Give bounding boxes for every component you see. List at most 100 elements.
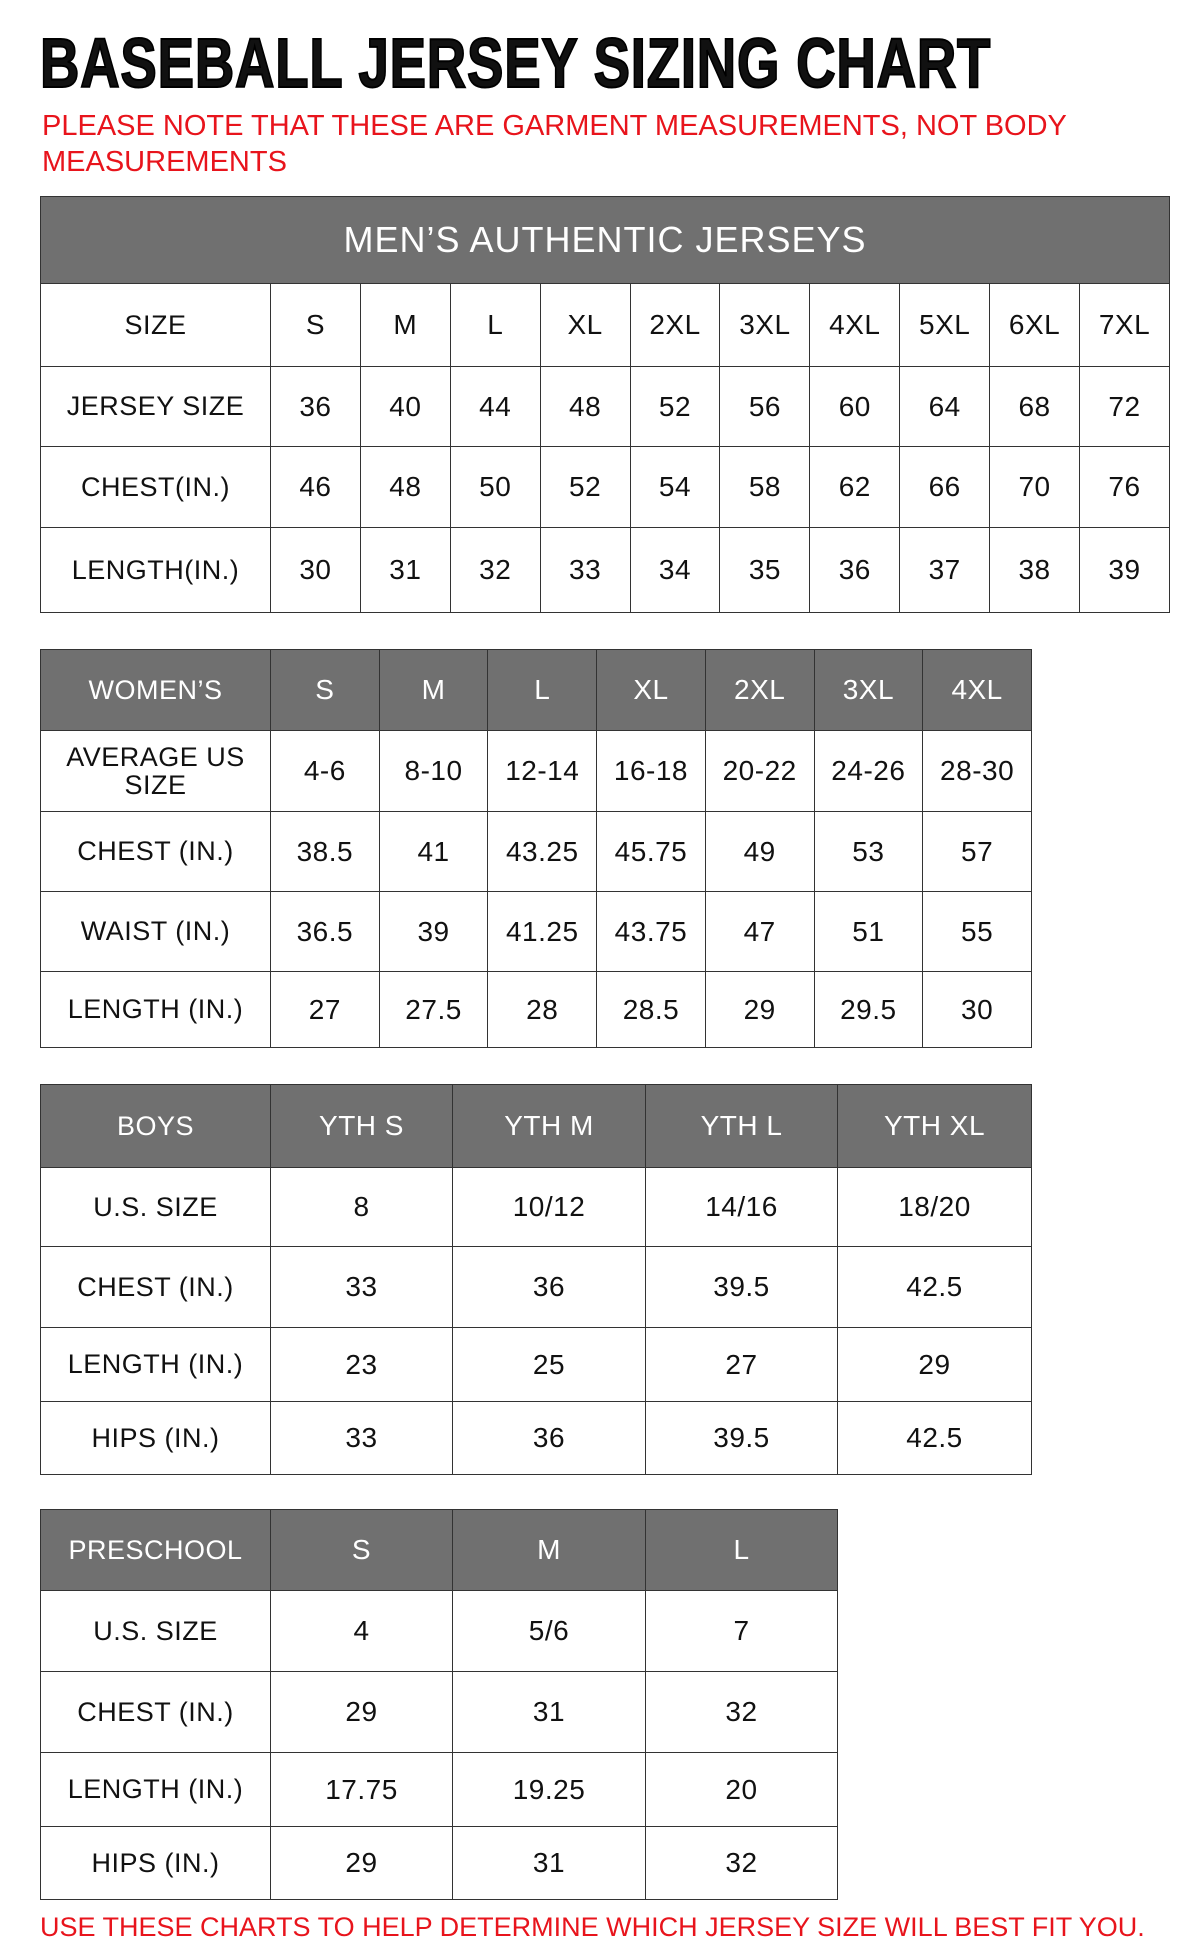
womens-cell: 28-30 <box>922 730 1032 812</box>
womens-column-header: L <box>487 649 598 731</box>
mens-column-header: 3XL <box>719 283 811 367</box>
mens-cell: 52 <box>629 366 721 447</box>
boys-cell: 23 <box>270 1327 453 1402</box>
preschool-size-table: PRESCHOOL S M L U.S. SIZE 4 5/6 7 CHEST (IN.) 29 3… <box>40 1509 838 1900</box>
preschool-row-label: PRESCHOOL <box>40 1509 271 1591</box>
womens-cell: 38.5 <box>270 811 380 892</box>
mens-cell: 33 <box>539 527 631 613</box>
preschool-cell: 20 <box>645 1752 838 1827</box>
preschool-row-label: CHEST (IN.) <box>40 1671 271 1753</box>
womens-cell: 4-6 <box>270 730 380 812</box>
mens-cell: 70 <box>989 446 1081 528</box>
womens-header-row: WOMEN’S S M L XL 2XL 3XL 4XL <box>40 649 1032 731</box>
preschool-cell: 31 <box>452 1826 646 1900</box>
preschool-cell: 31 <box>452 1671 646 1753</box>
boys-row-label: BOYS <box>40 1084 271 1168</box>
womens-cell: 39 <box>378 891 489 972</box>
mens-table-title: MEN’S AUTHENTIC JERSEYS <box>40 196 1170 284</box>
boys-table-row: CHEST (IN.) 33 36 39.5 42.5 <box>40 1246 1032 1328</box>
womens-table-row: LENGTH (IN.) 27 27.5 28 28.5 29 29.5 30 <box>40 971 1032 1048</box>
preschool-cell: 19.25 <box>452 1752 646 1827</box>
mens-size-table: MEN’S AUTHENTIC JERSEYS SIZE S M L XL 2XL 3XL 4… <box>40 196 1170 613</box>
womens-cell: 53 <box>813 811 924 892</box>
boys-column-header: YTH L <box>645 1084 838 1168</box>
preschool-header-row: PRESCHOOL S M L <box>40 1509 838 1591</box>
boys-cell: 27 <box>645 1327 838 1402</box>
boys-table-row: U.S. SIZE 8 10/12 14/16 18/20 <box>40 1167 1032 1247</box>
mens-cell: 30 <box>270 527 361 613</box>
womens-column-header: 4XL <box>922 649 1032 731</box>
mens-cell: 54 <box>629 446 721 528</box>
preschool-cell: 29 <box>270 1826 453 1900</box>
mens-cell: 56 <box>719 366 811 447</box>
boys-cell: 29 <box>837 1327 1032 1402</box>
boys-row-label: U.S. SIZE <box>40 1167 271 1247</box>
mens-cell: 32 <box>449 527 541 613</box>
womens-cell: 29 <box>704 971 815 1048</box>
mens-cell: 36 <box>809 527 901 613</box>
mens-cell: 52 <box>539 446 631 528</box>
preschool-cell: 29 <box>270 1671 453 1753</box>
boys-cell: 42.5 <box>837 1246 1032 1328</box>
mens-table-row: CHEST(IN.) 46 48 50 52 54 58 62 66 70 76 <box>40 446 1170 528</box>
preschool-table-row: LENGTH (IN.) 17.75 19.25 20 <box>40 1752 838 1827</box>
womens-table-row: CHEST (IN.) 38.5 41 43.25 45.75 49 53 57 <box>40 811 1032 892</box>
preschool-row-label: HIPS (IN.) <box>40 1826 271 1900</box>
boys-cell: 33 <box>270 1401 453 1475</box>
mens-table-row: LENGTH(IN.) 30 31 32 33 34 35 36 37 38 39 <box>40 527 1170 613</box>
womens-cell: 49 <box>704 811 815 892</box>
boys-column-header: YTH XL <box>837 1084 1032 1168</box>
womens-cell: 29.5 <box>813 971 924 1048</box>
boys-cell: 39.5 <box>645 1401 838 1475</box>
boys-row-label: LENGTH (IN.) <box>40 1327 271 1402</box>
preschool-cell: 32 <box>645 1671 838 1753</box>
mens-cell: 64 <box>899 366 991 447</box>
mens-cell: 44 <box>449 366 541 447</box>
preschool-table-row: HIPS (IN.) 29 31 32 <box>40 1826 838 1900</box>
mens-row-label: CHEST(IN.) <box>40 446 271 528</box>
womens-row-label: CHEST (IN.) <box>40 811 271 892</box>
mens-cell: 76 <box>1079 446 1170 528</box>
womens-cell: 30 <box>922 971 1032 1048</box>
boys-cell: 36 <box>452 1246 646 1328</box>
womens-cell: 27.5 <box>378 971 489 1048</box>
boys-cell: 39.5 <box>645 1246 838 1328</box>
mens-column-header: S <box>270 283 361 367</box>
mens-cell: 38 <box>989 527 1081 613</box>
preschool-column-header: S <box>270 1509 453 1591</box>
womens-cell: 51 <box>813 891 924 972</box>
boys-table-row: HIPS (IN.) 33 36 39.5 42.5 <box>40 1401 1032 1475</box>
garment-note: PLEASE NOTE THAT THESE ARE GARMENT MEASU… <box>42 110 1067 178</box>
womens-row-label: WAIST (IN.) <box>40 891 271 972</box>
preschool-table-row: U.S. SIZE 4 5/6 7 <box>40 1590 838 1672</box>
boys-header-row: BOYS YTH S YTH M YTH L YTH XL <box>40 1084 1032 1168</box>
page-title: BASEBALL JERSEY SIZING CHART <box>39 24 992 102</box>
mens-header-row: SIZE S M L XL 2XL 3XL 4XL 5XL 6XL 7XL <box>40 283 1170 367</box>
mens-cell: 58 <box>719 446 811 528</box>
boys-cell: 33 <box>270 1246 453 1328</box>
mens-cell: 34 <box>629 527 721 613</box>
womens-cell: 8-10 <box>378 730 489 812</box>
womens-column-header: M <box>378 649 489 731</box>
womens-cell: 55 <box>922 891 1032 972</box>
preschool-cell: 7 <box>645 1590 838 1672</box>
mens-cell: 68 <box>989 366 1081 447</box>
mens-cell: 35 <box>719 527 811 613</box>
preschool-column-header: M <box>452 1509 646 1591</box>
womens-column-header: 3XL <box>813 649 924 731</box>
womens-cell: 28 <box>487 971 598 1048</box>
mens-cell: 36 <box>270 366 361 447</box>
mens-column-header: M <box>359 283 451 367</box>
mens-column-header: 5XL <box>899 283 991 367</box>
preschool-column-header: L <box>645 1509 838 1591</box>
preschool-row-label: LENGTH (IN.) <box>40 1752 271 1827</box>
womens-table-row: AVERAGE US SIZE 4-6 8-10 12-14 16-18 20-22 24-… <box>40 730 1032 812</box>
mens-table-row: JERSEY SIZE 36 40 44 48 52 56 60 64 68 72 <box>40 366 1170 447</box>
mens-column-header: 4XL <box>809 283 901 367</box>
womens-cell: 20-22 <box>704 730 815 812</box>
mens-column-header: 7XL <box>1079 283 1170 367</box>
womens-row-label: AVERAGE US SIZE <box>40 730 271 812</box>
preschool-cell: 17.75 <box>270 1752 453 1827</box>
womens-column-header: 2XL <box>704 649 815 731</box>
womens-cell: 41 <box>378 811 489 892</box>
